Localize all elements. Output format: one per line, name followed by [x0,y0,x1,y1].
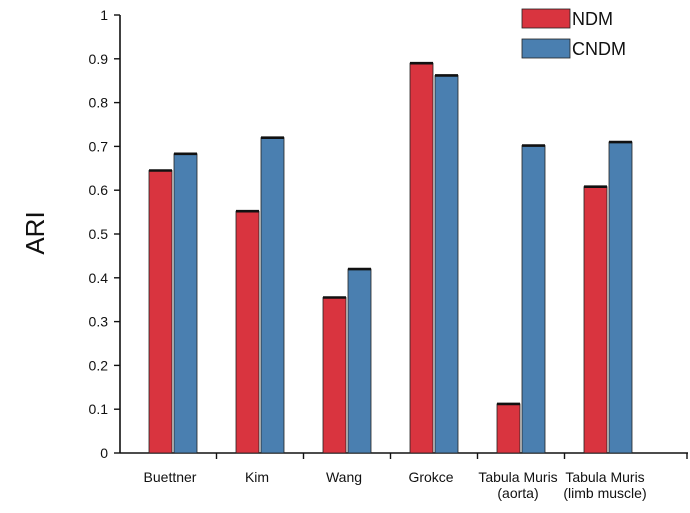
bar-cndm [434,75,459,454]
x-category-label: (limb muscle) [563,485,646,501]
bar-cndm [173,153,198,454]
x-category-label: Kim [245,469,269,485]
legend-swatch-cndm [521,38,571,59]
bar-ndm [496,403,521,454]
y-tick-label: 0.8 [89,95,109,111]
y-tick-label: 0.3 [89,314,109,330]
bars [148,61,633,454]
x-category-label: Buettner [144,469,197,485]
y-axis-title: ARI [20,211,50,254]
bar-ndm [409,62,434,454]
bar-ndm [583,186,608,454]
y-tick-label: 0.1 [89,401,109,417]
bar-cndm [260,137,285,454]
x-category-label: Grokce [408,469,453,485]
y-tick-label: 1 [100,7,108,23]
legend-label-ndm: NDM [572,9,613,29]
x-category-label: (aorta) [497,485,538,501]
bar-cndm [521,145,546,454]
legend-swatch-ndm [521,8,571,29]
bar-ndm [235,210,260,454]
y-tick-label: 0.2 [89,357,109,373]
y-tick-label: 0.9 [89,51,109,67]
bar-cndm [347,268,372,454]
x-category-label: Wang [326,469,362,485]
x-axis-labels: Buettner Kim Wang Grokce Tabula Muris(aorta)… [144,469,647,501]
legend: NDM CNDM [521,8,626,59]
bar-cndm [608,141,633,454]
y-tick-label: 0.5 [89,226,109,242]
x-category-label: Tabula Muris [565,469,644,485]
bar-ndm [322,297,347,454]
y-tick-label: 0.4 [89,270,109,286]
y-tick-label: 0.6 [89,182,109,198]
x-category-label: Tabula Muris [478,469,557,485]
y-tick-label: 0.7 [89,138,109,154]
legend-label-cndm: CNDM [572,39,626,59]
axes: 0 0.1 0.2 0.3 0.4 0.5 0.6 0.7 0.8 0.9 1 [89,7,688,461]
bar-ndm [148,170,173,454]
y-tick-label: 0 [100,445,108,461]
